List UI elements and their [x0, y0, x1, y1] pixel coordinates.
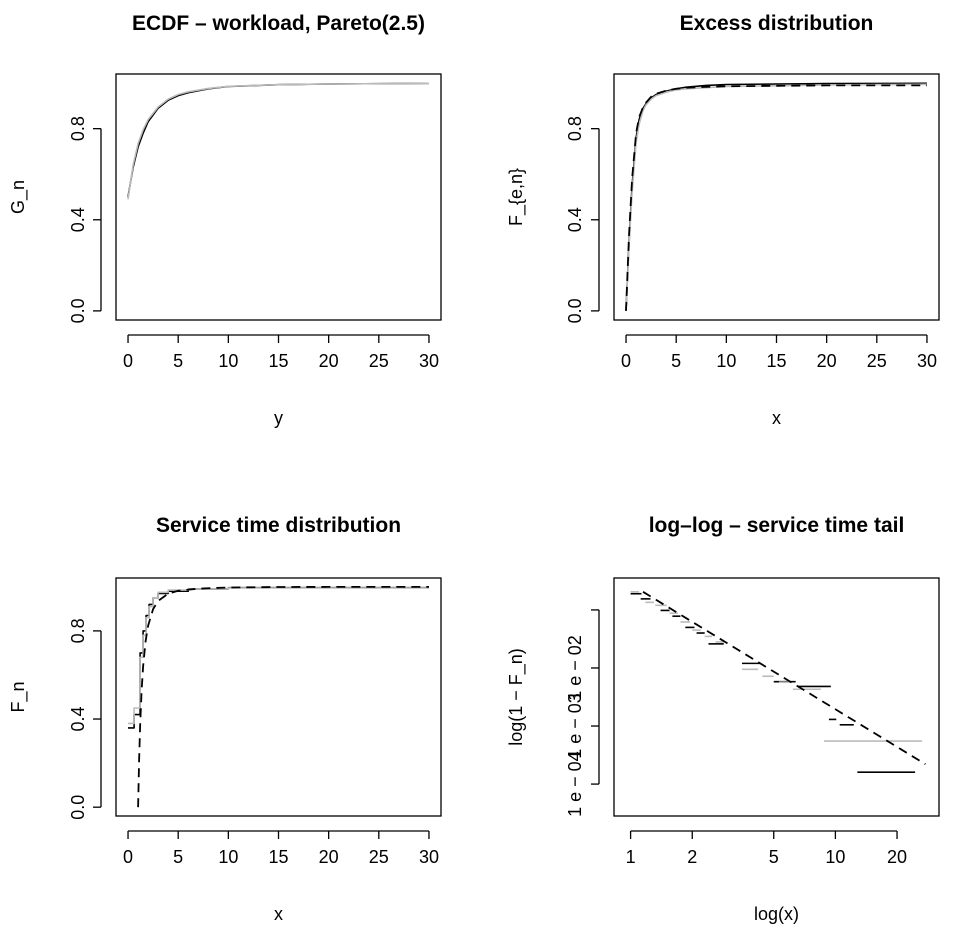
series-3-line — [642, 591, 926, 765]
series-2-line — [128, 587, 429, 725]
chart-title: ECDF – workload, Pareto(2.5) — [132, 12, 425, 35]
y-tick-label: 0.0 — [68, 795, 88, 820]
x-tick-label: 20 — [319, 351, 339, 371]
x-axis-label: log(x) — [754, 904, 799, 924]
x-tick-label: 25 — [369, 847, 389, 867]
x-tick-label: 0 — [123, 847, 133, 867]
x-tick-label: 15 — [766, 351, 786, 371]
y-tick-label: 0.8 — [68, 618, 88, 643]
y-tick-label: 1 e − 04 — [565, 751, 585, 817]
series-2-line — [625, 83, 928, 311]
x-tick-label: 15 — [268, 351, 288, 371]
x-tick-label: 30 — [917, 351, 937, 371]
series-1-line — [127, 82, 430, 198]
x-tick-label: 20 — [319, 847, 339, 867]
y-tick-label: 0.4 — [565, 207, 585, 232]
y-tick-label: 0.4 — [68, 707, 88, 732]
x-tick-label: 10 — [716, 351, 736, 371]
x-tick-label: 0 — [123, 351, 133, 371]
x-tick-label: 20 — [887, 847, 907, 867]
y-tick-label: 0.4 — [68, 207, 88, 232]
x-tick-label: 15 — [268, 847, 288, 867]
x-tick-label: 2 — [687, 847, 697, 867]
x-tick-label: 30 — [419, 847, 439, 867]
plot-area — [128, 586, 429, 808]
x-tick-label: 10 — [218, 847, 238, 867]
chart-title: Service time distribution — [156, 514, 401, 537]
x-tick-label: 5 — [769, 847, 779, 867]
x-tick-label: 25 — [369, 351, 389, 371]
plot-area — [127, 82, 430, 200]
x-tick-label: 30 — [419, 351, 439, 371]
x-tick-label: 10 — [825, 847, 845, 867]
plot-area — [630, 591, 926, 774]
y-axis-label: F_{e,n} — [506, 168, 527, 226]
chart-panel-1: ECDF – workload, Pareto(2.5) 0 5 10 15 20 25 30… — [8, 12, 442, 428]
plot-frame — [115, 73, 442, 321]
y-axis-label: F_n — [8, 681, 29, 712]
chart-panel-4: log–log – service time tail 1 2 5 10 20 1 e − … — [506, 514, 940, 924]
x-tick-label: 1 — [626, 847, 636, 867]
chart-panel-3: Service time distribution 0 5 10 15 20 25 30 0.0… — [8, 514, 442, 924]
x-tick-label: 25 — [867, 351, 887, 371]
y-tick-label: 1 e − 02 — [565, 635, 585, 701]
series-1-line — [625, 82, 928, 311]
y-tick-label: 1 e − 03 — [565, 693, 585, 759]
x-tick-label: 10 — [218, 351, 238, 371]
series-2-line — [127, 82, 430, 200]
x-tick-label: 5 — [173, 351, 183, 371]
plot-area — [625, 82, 928, 311]
x-tick-label: 5 — [671, 351, 681, 371]
y-axis-label: G_n — [8, 180, 29, 214]
x-axis-label: y — [274, 408, 283, 428]
chart-panel-2: Excess distribution 0 5 10 15 20 25 30 0.0 0.4 0.8… — [506, 12, 940, 428]
x-axis-label: x — [274, 904, 283, 924]
y-axis-label: log(1 − F_n) — [506, 648, 527, 746]
chart-title: log–log – service time tail — [649, 514, 905, 537]
y-tick-label: 0.8 — [565, 116, 585, 141]
series-3-line — [137, 586, 429, 808]
x-tick-label: 20 — [817, 351, 837, 371]
y-tick-label: 0.0 — [68, 298, 88, 323]
y-tick-label: 0.0 — [565, 298, 585, 323]
x-tick-label: 0 — [621, 351, 631, 371]
plot-frame — [613, 577, 940, 817]
x-tick-label: 5 — [173, 847, 183, 867]
x-axis-label: x — [772, 408, 781, 428]
plot-frame — [115, 577, 442, 817]
series-1-line — [128, 586, 429, 729]
y-tick-label: 0.8 — [68, 116, 88, 141]
series-3-line — [625, 84, 927, 311]
plot-frame — [613, 73, 940, 321]
chart-title: Excess distribution — [680, 12, 874, 35]
